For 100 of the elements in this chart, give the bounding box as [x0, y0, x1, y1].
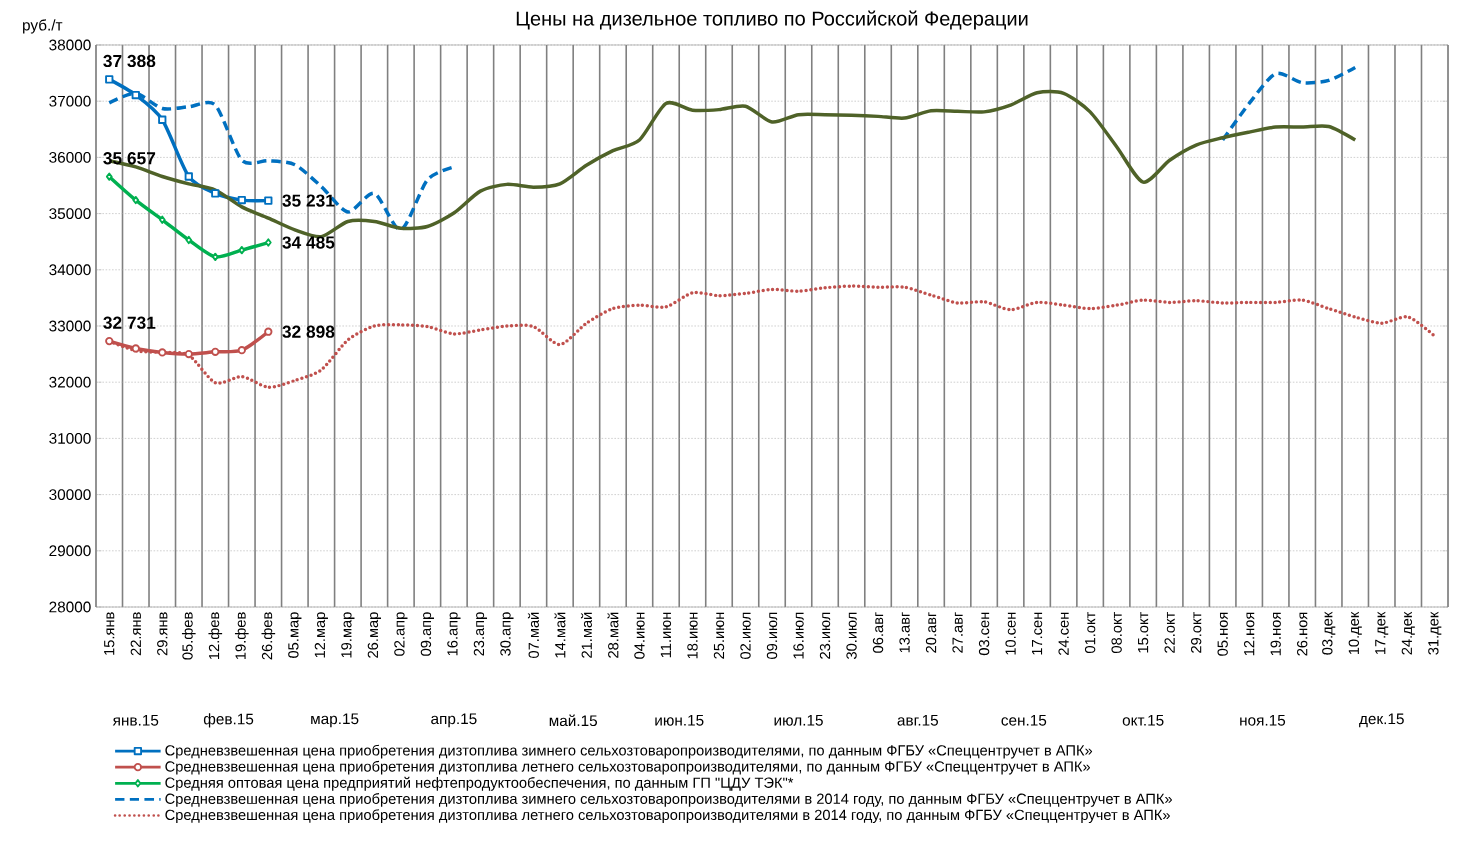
x-tick-label: 19.ноя: [1270, 612, 1281, 656]
point: [238, 245, 246, 255]
x-tick-label: 05.фев: [181, 612, 196, 660]
point: [264, 327, 273, 336]
x-tick-label: 31.дек: [1428, 611, 1442, 655]
x-tick-label: 12.фев: [208, 612, 223, 660]
point: [158, 115, 167, 124]
chart-title: Цены на дизельное топливо по Российской Федерации: [516, 10, 1028, 30]
y-tick-label: 38000: [49, 39, 91, 51]
legend-label: Средневзвешенная цена приобретения дизтоплива зимнего сельхозтоваропроизводителями в 2014 году, по данным ФГБУ «Спеццентручет в АПК»: [165, 793, 1172, 807]
x-tick-label: 16.апр: [447, 612, 461, 656]
point: [211, 347, 220, 356]
point: [264, 238, 272, 247]
x-tick-label: 15.окт: [1138, 611, 1149, 653]
y-tick-label: 31000: [49, 432, 91, 444]
text: июн.15: [655, 715, 704, 726]
text: фев.15: [203, 713, 254, 728]
x-tick-label: 23.апр: [473, 612, 488, 656]
point: [131, 344, 140, 353]
x-tick-label: 08.окт: [1111, 611, 1122, 653]
x-tick-label: 26.ноя: [1297, 612, 1308, 656]
point: [184, 172, 193, 181]
x-tick-label: 02.июл: [740, 612, 751, 659]
x-tick-label: 23.июл: [819, 612, 831, 659]
x-tick-label: 19.мар: [341, 612, 355, 658]
x-tick-label: 21.май: [580, 612, 592, 658]
text: янв.15: [112, 715, 159, 726]
y-tick-label: 36000: [49, 151, 91, 163]
point: [105, 75, 114, 84]
point: [211, 189, 220, 198]
x-tick-label: 09.апр: [420, 612, 435, 656]
y-axis-title: руб./т: [23, 19, 63, 34]
data-label: 35 657: [103, 152, 156, 165]
legend-label: Средневзвешенная цена приобретения дизтоплива зимнего сельхозтоваропроизводителями, по данным ФГБУ «Спеццентручет в АПК»: [165, 744, 1093, 759]
x-tick-label: 07.май: [527, 612, 539, 658]
text: сен.15: [1001, 715, 1047, 726]
y-tick-label: 30000: [49, 489, 91, 501]
x-tick-label: 03.дек: [1322, 611, 1336, 655]
point: [264, 196, 273, 205]
data-label: 32 731: [103, 316, 156, 329]
x-tick-label: 29.окт: [1190, 611, 1202, 653]
x-tick-label: 26.мар: [367, 612, 381, 658]
point: [132, 195, 140, 205]
text: май.15: [549, 714, 598, 727]
x-tick-label: 05.мар: [288, 612, 302, 658]
x-tick-label: 10.дек: [1348, 611, 1362, 655]
text: мар.15: [311, 713, 359, 728]
x-tick-label: 04.июн: [634, 612, 645, 659]
point: [158, 348, 167, 357]
point: [158, 215, 166, 224]
point: [237, 195, 246, 205]
legend-label: Средневзвешенная цена приобретения дизтоплива летнего сельхозтоваропроизводителями, по данным ФГБУ «Спеццентручет в АПК»: [165, 760, 1090, 775]
y-tick-label: 32000: [49, 376, 91, 388]
legend-label: Средняя оптовая цена предприятий нефтепродуктообеспечения, по данным ГП "ЦДУ ТЭК"*: [165, 776, 794, 791]
x-tick-label: 25.июн: [713, 612, 725, 659]
y-tick-label: 33000: [49, 320, 91, 332]
x-tick-label: 16.июл: [793, 612, 804, 659]
x-tick-label: 22.янв: [130, 612, 141, 656]
x-tick-label: 19.фев: [234, 612, 249, 660]
x-tick-label: 06.авг: [872, 612, 884, 653]
x-tick-label: 01.окт: [1084, 611, 1096, 653]
x-tick-label: 28.май: [607, 612, 619, 658]
y-tick-label: 34000: [49, 264, 91, 276]
point: [185, 235, 193, 245]
x-tick-label: 17.сен: [1032, 612, 1043, 655]
legend-label: Средневзвешенная цена приобретения дизтоплива летнего сельхозтоваропроизводителями в 2014 году, по данным ФГБУ «Спеццентручет в АПК»: [165, 809, 1170, 823]
x-tick-label: 09.июл: [766, 612, 778, 659]
y-tick-label: 37000: [49, 95, 91, 107]
text: апр.15: [431, 713, 477, 728]
data-label: 32 898: [282, 325, 335, 338]
x-tick-label: 22.окт: [1164, 611, 1175, 653]
x-tick-label: 26.фев: [261, 612, 276, 660]
data-label: 34 485: [282, 236, 335, 249]
x-tick-label: 24.дек: [1401, 611, 1415, 655]
x-tick-label: 12.ноя: [1244, 612, 1255, 656]
x-tick-label: 29.янв: [157, 612, 168, 656]
x-tick-label: 18.июн: [687, 612, 698, 659]
x-tick-label: 30.июл: [846, 612, 857, 659]
x-tick-label: 24.сен: [1058, 612, 1069, 655]
x-tick-label: 20.авг: [925, 612, 937, 653]
point: [105, 336, 114, 346]
x-tick-label: 10.сен: [1005, 612, 1016, 655]
y-tick-label: 29000: [49, 545, 91, 557]
x-tick-label: 15.янв: [104, 612, 115, 655]
x-tick-label: 30.апр: [500, 612, 514, 656]
point: [105, 172, 113, 181]
text: ноя.15: [1240, 715, 1286, 726]
point: [211, 252, 219, 262]
y-tick-label: 28000: [49, 601, 91, 613]
text: авг.15: [897, 715, 939, 726]
point: [131, 90, 140, 100]
x-tick-label: 14.май: [554, 612, 566, 658]
x-tick-label: 13.авг: [899, 612, 910, 653]
x-tick-label: 03.сен: [978, 612, 990, 656]
y-tick-label: 35000: [49, 208, 91, 220]
text: окт.15: [1122, 715, 1164, 726]
x-tick-label: 05.ноя: [1217, 612, 1228, 656]
data-label: 37 388: [103, 54, 156, 68]
point: [184, 349, 193, 359]
x-tick-label: 02.апр: [394, 612, 408, 656]
